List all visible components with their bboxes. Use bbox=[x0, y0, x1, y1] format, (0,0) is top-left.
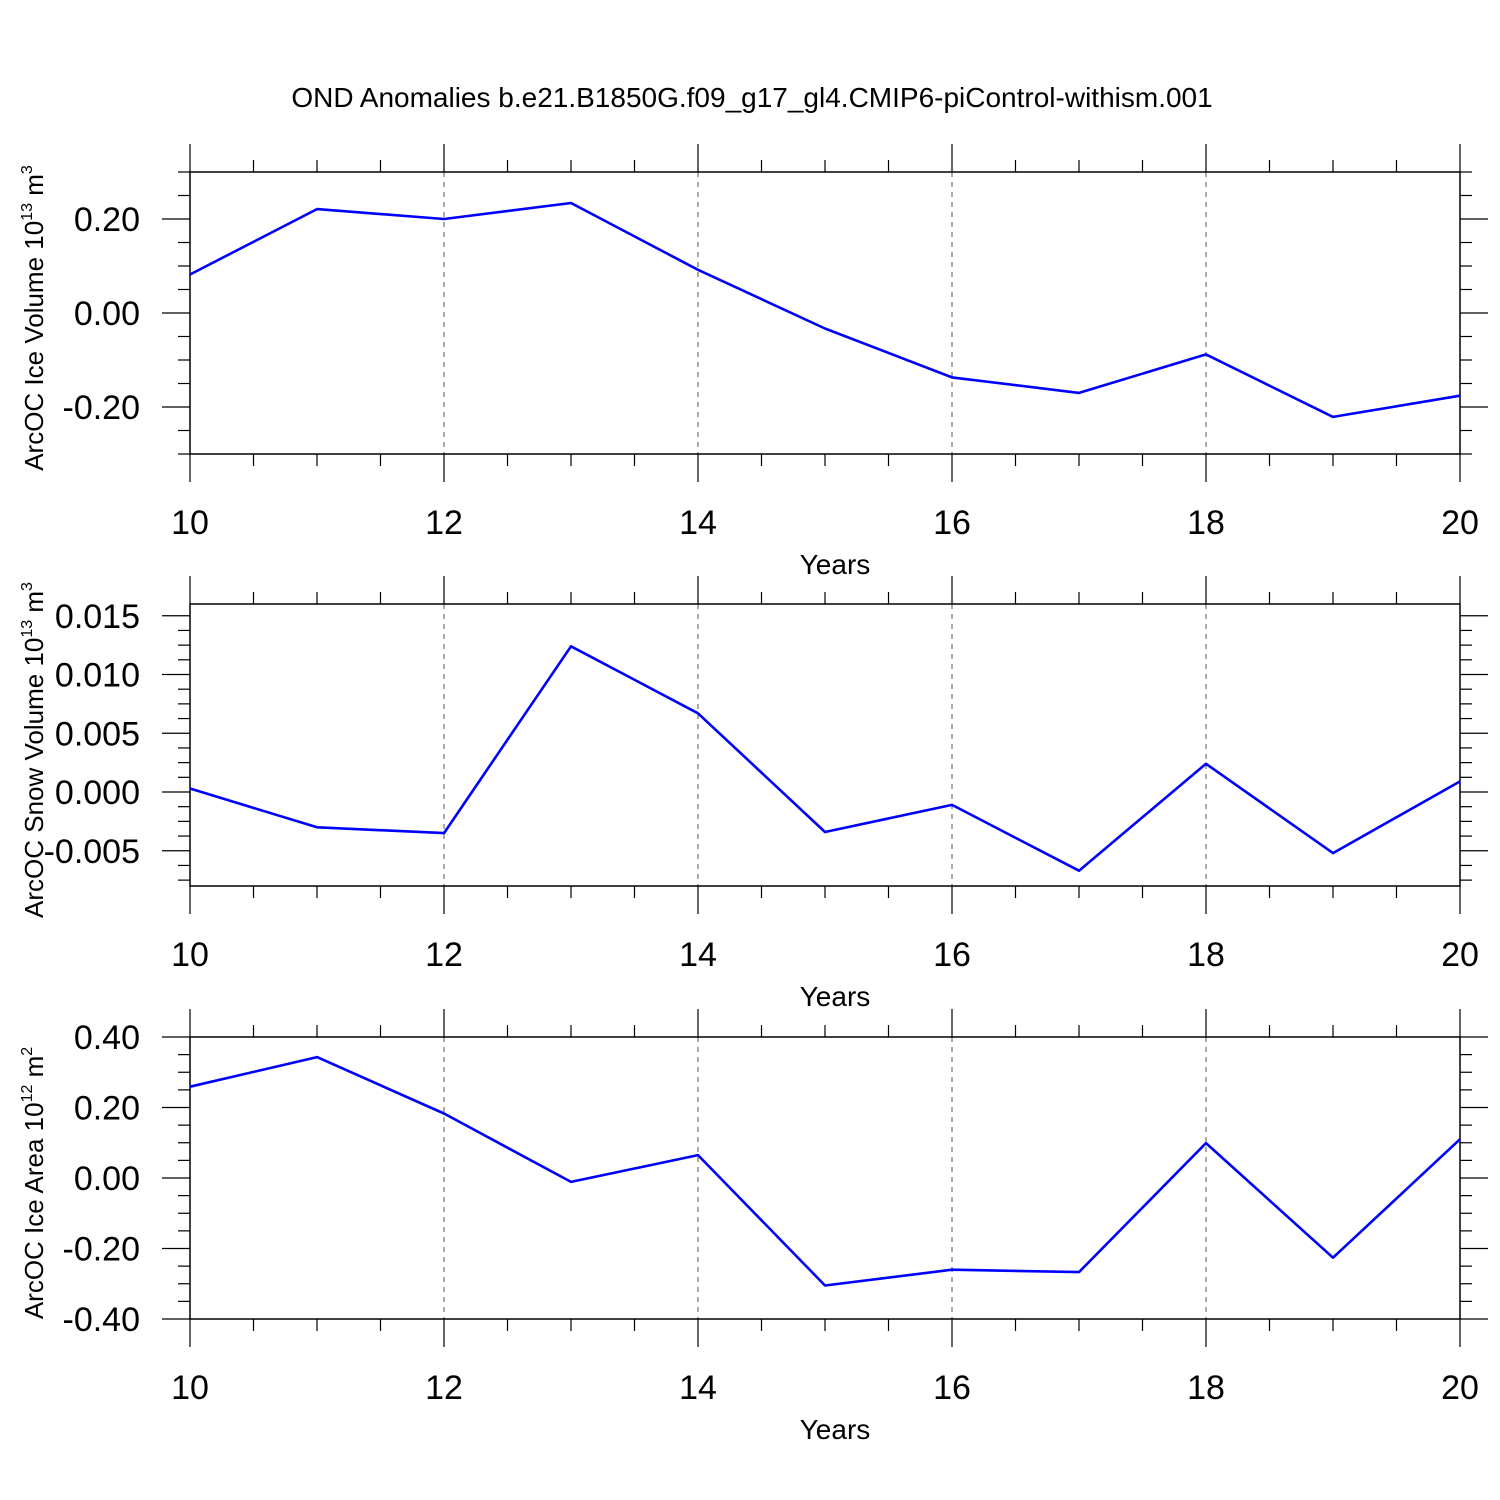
x-tick-label: 12 bbox=[425, 1369, 463, 1407]
y-tick-label: 0.20 bbox=[74, 1090, 140, 1128]
x-axis-label: Years bbox=[800, 549, 871, 580]
panels: 10 12 14 16 18 20 -0.20 0.00 0.20 Years ArcOC Ice … bbox=[19, 144, 1488, 1445]
x-tick-label: 10 bbox=[171, 504, 209, 542]
plot-frame bbox=[189, 603, 1461, 887]
figure-title: OND Anomalies b.e21.B1850G.f09_g17_gl4.C… bbox=[291, 82, 1212, 113]
y-tick-label: 0.005 bbox=[55, 715, 140, 753]
x-axis-label: Years bbox=[800, 981, 871, 1012]
y-axis-label: ArcOC Ice Volume 1013 m3 bbox=[19, 165, 49, 471]
y-tick-label: 0.00 bbox=[74, 295, 140, 333]
y-axis-label: ArcOC Snow Volume 1013 m3 bbox=[19, 582, 49, 918]
x-tick-label: 16 bbox=[933, 936, 971, 974]
x-tick-label: 12 bbox=[425, 936, 463, 974]
x-tick-label: 18 bbox=[1187, 1369, 1225, 1407]
x-tick-label: 10 bbox=[171, 1369, 209, 1407]
y-tick-label: 0.015 bbox=[55, 598, 140, 636]
x-tick-label: 16 bbox=[933, 1369, 971, 1407]
x-tick-label: 14 bbox=[679, 936, 717, 974]
plot-frame bbox=[189, 1036, 1461, 1320]
x-tick-label: 20 bbox=[1441, 504, 1479, 542]
panel-2: 10 12 14 16 18 20 -0.005 0.000 0.005 0.010 0.015 Ye… bbox=[19, 576, 1488, 1012]
x-tick-label: 18 bbox=[1187, 936, 1225, 974]
panel-3: 10 12 14 16 18 20 -0.40 -0.20 0.00 0.20 0.40 Years A… bbox=[19, 1009, 1488, 1445]
panel-1: 10 12 14 16 18 20 -0.20 0.00 0.20 Years ArcOC Ice … bbox=[19, 144, 1488, 580]
y-tick-label: -0.20 bbox=[63, 389, 141, 427]
y-tick-label: 0.000 bbox=[55, 774, 140, 812]
y-tick-label: 0.010 bbox=[55, 657, 140, 695]
series-line bbox=[189, 1055, 1461, 1287]
y-axis-label: ArcOC Ice Area 1012 m2 bbox=[19, 1047, 49, 1319]
x-tick-label: 16 bbox=[933, 504, 971, 542]
x-tick-label: 20 bbox=[1441, 936, 1479, 974]
series-line bbox=[189, 644, 1461, 873]
x-tick-label: 12 bbox=[425, 504, 463, 542]
y-tick-label: 0.40 bbox=[74, 1019, 140, 1057]
y-tick-label: -0.40 bbox=[63, 1301, 141, 1339]
x-tick-label: 18 bbox=[1187, 504, 1225, 542]
y-tick-label: 0.20 bbox=[74, 201, 140, 239]
x-tick-label: 14 bbox=[679, 504, 717, 542]
y-tick-label: 0.00 bbox=[74, 1160, 140, 1198]
x-axis-label: Years bbox=[800, 1414, 871, 1445]
y-tick-label: -0.20 bbox=[63, 1231, 141, 1269]
series-line bbox=[189, 201, 1461, 419]
x-tick-label: 20 bbox=[1441, 1369, 1479, 1407]
y-tick-label: -0.005 bbox=[44, 833, 140, 871]
x-tick-label: 10 bbox=[171, 936, 209, 974]
x-tick-label: 14 bbox=[679, 1369, 717, 1407]
